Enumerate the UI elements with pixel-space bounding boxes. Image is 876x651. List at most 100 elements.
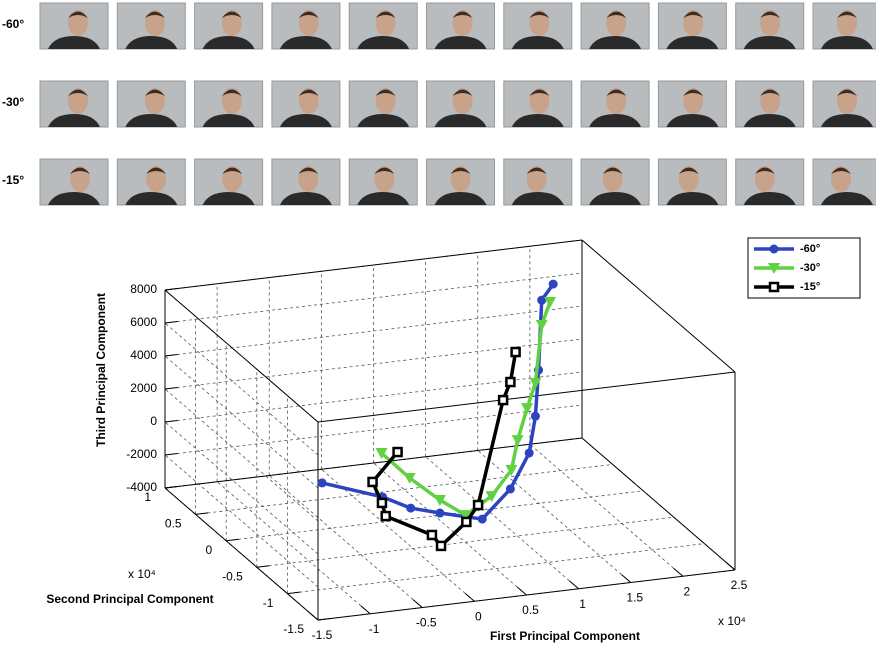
thumbnail-shirt [821, 192, 873, 205]
thumbnail-face [760, 88, 781, 114]
tick-mark [287, 591, 300, 595]
thumbnail-shirt [821, 114, 873, 127]
thumbnail-hair [602, 167, 623, 174]
marker [459, 510, 472, 522]
box-edge [581, 437, 736, 571]
legend-label: -30° [800, 262, 820, 274]
thumbnail-shirt [357, 114, 410, 127]
thumbnail-face [298, 88, 319, 114]
grid-line [164, 355, 319, 489]
thumbnail-hair [221, 11, 242, 18]
thumbnail-face [68, 10, 88, 36]
thumbnail-shirt [202, 36, 255, 49]
marker [505, 484, 515, 494]
marker [461, 516, 472, 528]
marker [535, 320, 548, 332]
marker [768, 263, 780, 274]
tick-mark [569, 580, 579, 590]
box-edge [581, 239, 736, 373]
thumbnail-shirt [279, 36, 332, 49]
thumbnail-face [529, 88, 550, 114]
thumbnail-shirt [743, 192, 796, 205]
thumbnail-hair [837, 89, 857, 96]
thumbnail-face [146, 166, 167, 192]
thumbnail-face [375, 88, 396, 114]
marker [367, 476, 378, 488]
marker [426, 529, 438, 541]
grid-line [256, 516, 674, 568]
thumbnail-shirt [125, 36, 178, 49]
thumbnail-shirt [589, 114, 642, 127]
thumbnail-face [526, 166, 547, 192]
tick-mark [226, 538, 239, 542]
thumbnail-shirt [821, 36, 873, 49]
grid-line [164, 404, 583, 456]
tick-mark [164, 486, 178, 489]
row-label: -30° [2, 95, 24, 109]
marker [769, 244, 779, 254]
thumbnail-face [144, 10, 165, 36]
thumbnail-shirt [434, 36, 487, 49]
marker [375, 448, 388, 460]
marker [548, 279, 558, 289]
box-edge [164, 437, 583, 489]
thumbnail-face [144, 88, 165, 114]
series-line [321, 283, 555, 521]
thumbnail-shirt [434, 114, 487, 127]
thumbnail-hair [221, 89, 242, 96]
x-tick-label: 2 [684, 584, 691, 598]
thumbnail-shirt [743, 36, 796, 49]
x-tick-label: 1 [579, 597, 586, 611]
tick-mark [164, 453, 178, 456]
box-edge [164, 239, 583, 291]
thumbnail-hair [837, 11, 857, 18]
marker [472, 499, 484, 511]
z-tick-label: 6000 [130, 315, 157, 329]
thumbnail-face [602, 166, 623, 192]
thumbnail-hair [298, 167, 319, 174]
thumbnail-hair [70, 167, 90, 174]
thumbnail-hair [144, 11, 165, 18]
thumbnail-face [678, 166, 699, 192]
grid-line [477, 450, 632, 583]
thumbnail-hair [374, 167, 395, 174]
marker [768, 281, 780, 293]
tick-mark [725, 561, 736, 571]
marker [485, 491, 498, 503]
z-tick-label: 2000 [130, 381, 157, 395]
x-tick-label: 0 [475, 609, 482, 623]
marker [511, 435, 524, 447]
thumbnail-shirt [357, 36, 410, 49]
thumbnail-hair [683, 89, 704, 96]
grid-line [321, 468, 475, 602]
marker [497, 394, 509, 406]
y-tick-label: -1.5 [283, 622, 304, 636]
legend: -60° -30° -15° [747, 237, 861, 299]
thumbnail-hair [754, 167, 775, 174]
tick-mark [673, 567, 684, 577]
thumbnail-face [70, 166, 90, 192]
marker [392, 446, 403, 458]
thumbnail-hair [606, 89, 627, 96]
marker [544, 296, 557, 308]
plot: -1.5 -1 -0.5 0 0.5 1 1.5 2 2.5-1.5-1-0.500.51-40… [126, 239, 748, 642]
y-exponent: x 10⁴ [128, 567, 156, 581]
thumbnail-hair [450, 167, 471, 174]
thumbnail-hair [831, 167, 851, 174]
thumbnails: -60° -30° -15° [2, 2, 876, 206]
tick-mark [256, 565, 270, 568]
thumbnail-hair [375, 89, 396, 96]
thumbnail-face [374, 166, 395, 192]
marker [530, 411, 540, 421]
thumbnail-face [298, 166, 319, 192]
grid-line [164, 305, 583, 357]
marker [477, 514, 487, 524]
grid-line [164, 322, 319, 456]
grid-line [164, 272, 583, 324]
x-tick-label: -1.5 [312, 628, 333, 642]
thumbnail-face [754, 166, 775, 192]
thumbnail-face [760, 10, 781, 36]
row-label: -60° [2, 17, 24, 31]
thumbnail-shirt [666, 192, 719, 205]
grid-line [195, 464, 613, 515]
